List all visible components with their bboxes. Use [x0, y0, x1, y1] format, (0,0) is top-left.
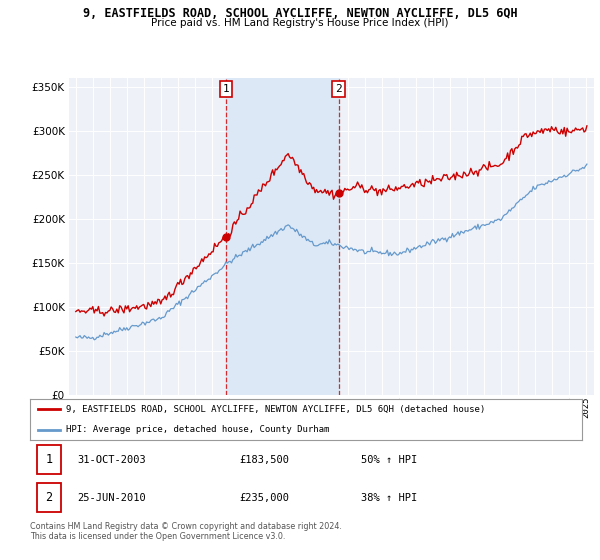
- Text: 1: 1: [46, 453, 53, 466]
- Text: 2: 2: [46, 491, 53, 504]
- Text: £183,500: £183,500: [240, 455, 290, 465]
- Text: 25-JUN-2010: 25-JUN-2010: [77, 493, 146, 502]
- Text: 9, EASTFIELDS ROAD, SCHOOL AYCLIFFE, NEWTON AYCLIFFE, DL5 6QH: 9, EASTFIELDS ROAD, SCHOOL AYCLIFFE, NEW…: [83, 7, 517, 20]
- Text: 2: 2: [335, 84, 342, 94]
- Text: HPI: Average price, detached house, County Durham: HPI: Average price, detached house, Coun…: [66, 425, 329, 434]
- Bar: [226, 78, 338, 395]
- Text: 50% ↑ HPI: 50% ↑ HPI: [361, 455, 418, 465]
- Text: 9, EASTFIELDS ROAD, SCHOOL AYCLIFFE, NEWTON AYCLIFFE, DL5 6QH (detached house): 9, EASTFIELDS ROAD, SCHOOL AYCLIFFE, NEW…: [66, 405, 485, 414]
- Bar: [37, 483, 61, 512]
- Text: 1: 1: [223, 84, 229, 94]
- Text: Price paid vs. HM Land Registry's House Price Index (HPI): Price paid vs. HM Land Registry's House …: [151, 18, 449, 28]
- Text: 38% ↑ HPI: 38% ↑ HPI: [361, 493, 418, 502]
- Text: £235,000: £235,000: [240, 493, 290, 502]
- Bar: [37, 445, 61, 474]
- Text: 31-OCT-2003: 31-OCT-2003: [77, 455, 146, 465]
- Text: Contains HM Land Registry data © Crown copyright and database right 2024.
This d: Contains HM Land Registry data © Crown c…: [30, 522, 342, 542]
